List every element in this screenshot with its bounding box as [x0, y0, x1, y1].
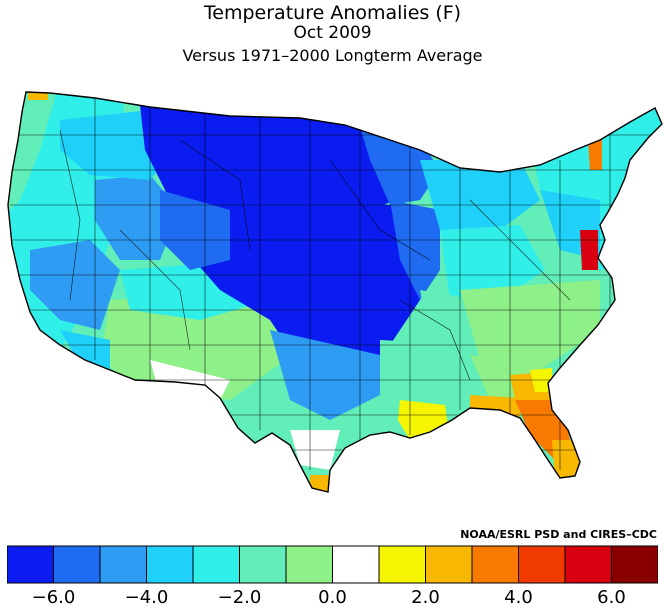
- legend-swatch: [332, 545, 380, 584]
- region-california: [30, 240, 120, 330]
- anomaly-fill-layer: [8, 92, 662, 492]
- legend-swatch: [192, 545, 240, 584]
- legend-tick-label: −2.0: [217, 587, 262, 608]
- legend-swatch: [611, 545, 658, 584]
- region-mid-atlantic-south: [460, 280, 600, 370]
- region-south-texas-tip: [310, 475, 340, 492]
- region-great-basin: [95, 175, 180, 260]
- legend-swatch: [239, 545, 287, 584]
- legend-tick-label: 0.0: [318, 587, 347, 608]
- legend-swatch: [146, 545, 194, 584]
- map-date: Oct 2009: [293, 23, 372, 43]
- region-deep-south: [380, 340, 480, 410]
- color-legend: [7, 545, 658, 584]
- division-lines: [10, 95, 660, 470]
- legend-swatch: [471, 545, 519, 584]
- region-northern-plains: [140, 105, 395, 215]
- legend-tick-label: 2.0: [411, 587, 440, 608]
- legend-swatch: [7, 545, 54, 584]
- legend-swatch: [425, 545, 473, 584]
- legend-tick-label: 6.0: [597, 587, 626, 608]
- legend-swatch: [518, 545, 566, 584]
- legend-swatch: [378, 545, 426, 584]
- region-gulf-panhandle: [470, 395, 520, 420]
- legend-tick-label: 4.0: [504, 587, 533, 608]
- legend-swatch: [285, 545, 333, 584]
- map-baseline: Versus 1971–2000 Longterm Average: [182, 46, 483, 65]
- data-credit: NOAA/ESRL PSD and CIRES–CDC: [460, 528, 657, 541]
- region-ohio-valley: [440, 225, 545, 300]
- legend-swatch: [53, 545, 101, 584]
- legend-swatch: [99, 545, 147, 584]
- region-socal: [60, 330, 110, 370]
- us-anomaly-map: [7, 91, 663, 493]
- legend-swatch: [564, 545, 612, 584]
- region-nw-corner: [28, 92, 48, 100]
- map-title: Temperature Anomalies (F): [203, 2, 462, 24]
- legend-tick-label: −6.0: [31, 587, 76, 608]
- region-texas: [270, 330, 380, 420]
- legend-tick-label: −4.0: [124, 587, 169, 608]
- region-vermont: [588, 138, 602, 170]
- region-chesapeake: [580, 230, 598, 270]
- region-central-rockies: [160, 190, 230, 270]
